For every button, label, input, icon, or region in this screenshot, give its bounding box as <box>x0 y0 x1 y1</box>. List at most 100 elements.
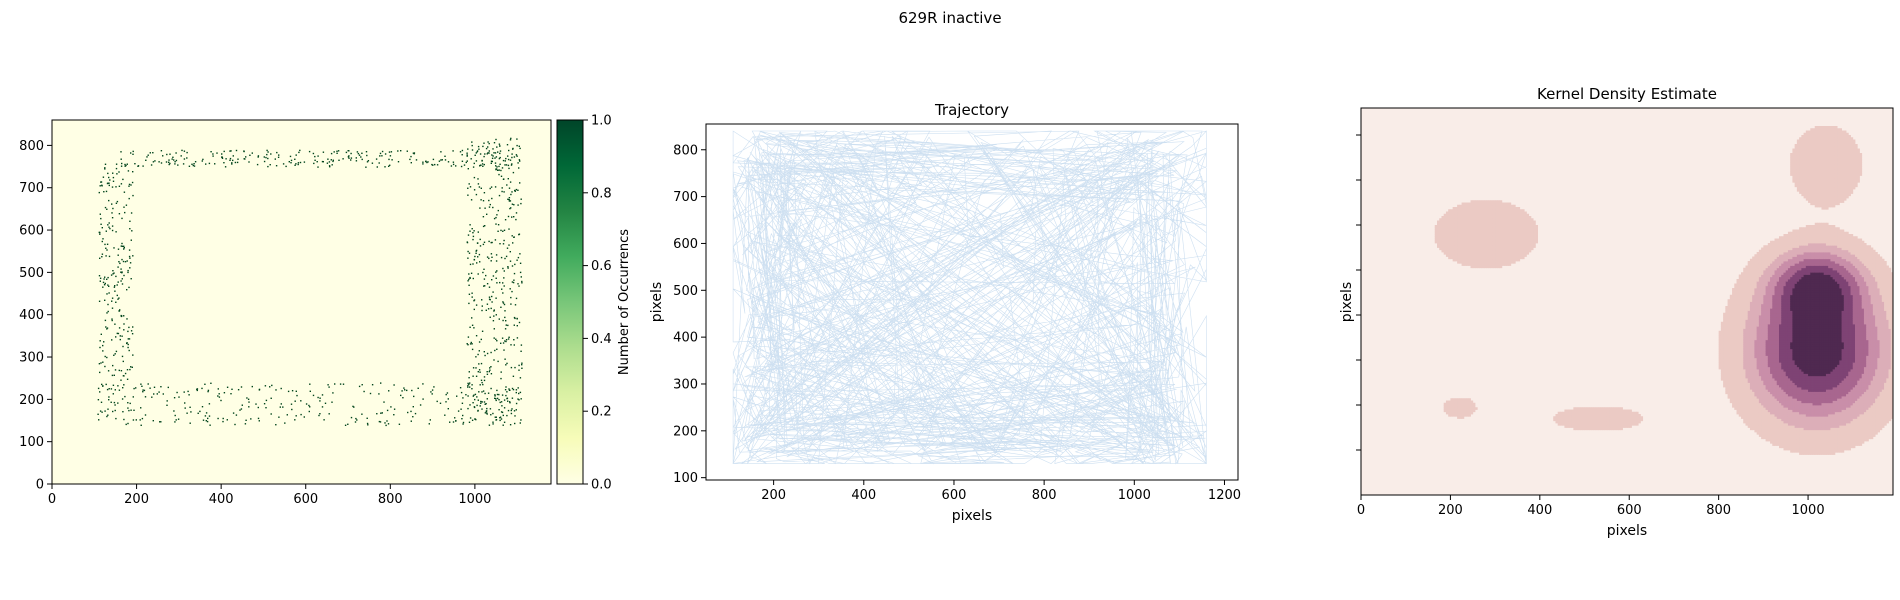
kde-level-cell <box>1772 279 1775 282</box>
kde-level-cell <box>1779 429 1782 433</box>
kde-level-cell <box>1475 229 1478 233</box>
kde-level-cell <box>1562 418 1565 422</box>
kde-level-cell <box>1448 209 1451 212</box>
kde-level-cell <box>1497 231 1500 235</box>
kde-level-cell <box>1749 339 1753 343</box>
kde-level-cell <box>1483 213 1487 217</box>
heatmap-cell <box>432 158 435 161</box>
kde-level-cell <box>1477 245 1480 248</box>
kde-level-cell <box>1470 261 1474 264</box>
kde-level-cell <box>1781 445 1784 449</box>
kde-level-cell <box>1506 254 1509 257</box>
kde-level-cell <box>1772 434 1775 437</box>
heatmap-cell <box>505 324 507 326</box>
kde-level-cell <box>1770 400 1773 404</box>
kde-level-cell <box>1470 216 1474 219</box>
kde-level-cell <box>1738 288 1742 291</box>
kde-level-cell <box>1770 279 1773 282</box>
kde-level-cell <box>1517 240 1521 244</box>
kde-level-cell <box>1770 265 1773 269</box>
kde-level-cell <box>1743 312 1746 316</box>
kde-level-cell <box>1463 234 1467 237</box>
heatmap-cell <box>297 163 299 166</box>
kde-level-cell <box>1763 434 1766 437</box>
kde-level-cell <box>1756 319 1760 323</box>
kde-level-cell <box>1770 362 1773 365</box>
kde-level-cell <box>1459 207 1462 210</box>
kde-level-cell <box>1506 222 1509 226</box>
heatmap-cell <box>493 359 495 361</box>
kde-level-cell <box>1559 414 1563 417</box>
kde-level-cell <box>1736 393 1740 397</box>
kde-level-cell <box>1756 285 1760 289</box>
heatmap-cell <box>342 383 345 385</box>
heatmap-cell <box>125 164 127 167</box>
kde-level-cell <box>1591 423 1594 426</box>
kde-level-cell <box>1736 283 1740 287</box>
kde-level-cell <box>1439 234 1442 237</box>
kde-level-cell <box>1591 418 1594 422</box>
kde-level-cell <box>1741 317 1744 320</box>
kde-level-cell <box>1761 315 1764 318</box>
kde-level-cell <box>1761 416 1764 419</box>
kde-level-cell <box>1734 312 1737 316</box>
kde-level-cell <box>1557 414 1561 417</box>
kde-level-cell <box>1749 301 1753 305</box>
heatmap-cell <box>486 283 489 285</box>
kde-level-cell <box>1772 353 1775 356</box>
kde-level-cell <box>1752 301 1755 305</box>
kde-level-cell <box>1450 222 1454 226</box>
kde-level-cell <box>1747 283 1751 287</box>
kde-level-cell <box>1734 337 1737 341</box>
kde-level-cell <box>1633 416 1637 419</box>
kde-level-cell <box>1770 317 1773 320</box>
heatmap-cell <box>496 397 499 400</box>
heatmap-cell <box>428 423 430 425</box>
kde-level-cell <box>1533 245 1536 248</box>
kde-level-cell <box>1779 346 1782 350</box>
heatmap-cell <box>508 167 510 170</box>
kde-level-cell <box>1492 229 1496 233</box>
kde-level-cell <box>1754 285 1758 289</box>
kde-level-cell <box>1613 407 1617 410</box>
heatmap-cell <box>500 175 503 177</box>
kde-level-cell <box>1490 243 1494 246</box>
kde-level-cell <box>1445 227 1449 230</box>
heatmap-cell <box>112 410 114 413</box>
heatmap-cell <box>475 418 477 421</box>
heatmap-cell <box>491 301 493 303</box>
kde-level-cell <box>1756 258 1760 262</box>
kde-level-cell <box>1783 360 1787 363</box>
kde-level-cell <box>1521 256 1525 260</box>
heatmap-cell <box>112 172 114 174</box>
kde-level-cell <box>1720 339 1724 343</box>
heatmap-cell <box>129 262 132 264</box>
kde-level-cell <box>1781 420 1784 424</box>
heatmap-cell <box>270 413 272 415</box>
kde-level-cell <box>1535 236 1538 239</box>
kde-level-cell <box>1749 288 1753 291</box>
heatmap-cell <box>514 415 516 417</box>
kde-level-cell <box>1727 366 1731 370</box>
kde-level-cell <box>1749 396 1753 399</box>
heatmap-cell <box>479 238 481 241</box>
kde-level-cell <box>1765 344 1769 347</box>
heatmap-cell <box>120 245 122 247</box>
kde-level-cell <box>1568 416 1572 419</box>
heatmap-cell <box>499 150 502 152</box>
kde-level-cell <box>1477 209 1480 212</box>
heatmap-cell <box>115 202 118 204</box>
heatmap-cell <box>504 160 506 162</box>
kde-level-cell <box>1783 436 1787 440</box>
kde-level-cell <box>1454 238 1458 242</box>
kde-level-cell <box>1504 245 1507 248</box>
heatmap-cell <box>466 152 468 154</box>
kde-level-cell <box>1776 288 1780 291</box>
kde-level-cell <box>1736 353 1740 356</box>
kde-level-cell <box>1747 270 1751 273</box>
kde-level-cell <box>1734 283 1737 287</box>
kde-level-cell <box>1439 231 1442 235</box>
kde-level-cell <box>1770 369 1773 372</box>
kde-level-cell <box>1461 249 1465 253</box>
kde-level-cell <box>1437 220 1440 224</box>
